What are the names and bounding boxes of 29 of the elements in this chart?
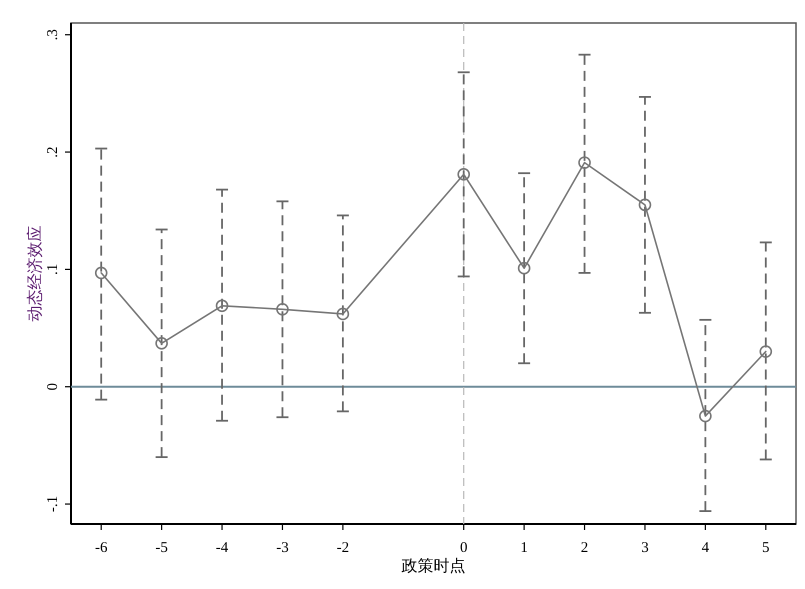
- point: [518, 262, 530, 275]
- x-tick-label: -5: [155, 540, 168, 556]
- x-tick-label: -6: [94, 540, 108, 556]
- x-tick-label: -2: [336, 540, 350, 556]
- x-axis-title: 政策时点: [402, 557, 466, 575]
- x-tick-label: 4: [702, 540, 710, 556]
- point: [759, 345, 772, 358]
- x-tick-label: -4: [216, 540, 229, 556]
- y-tick-label: .1: [45, 264, 61, 276]
- point: [94, 266, 108, 280]
- y-tick-label: .3: [45, 29, 61, 40]
- x-tick-label: 0: [460, 540, 468, 556]
- point: [336, 308, 350, 320]
- x-tick-label: 5: [762, 540, 770, 556]
- x-tick-label: 2: [580, 540, 588, 556]
- point: [699, 410, 712, 422]
- point: [578, 156, 591, 169]
- x-tick-label: 3: [641, 540, 649, 556]
- point: [638, 198, 652, 212]
- x-tick-label: 1: [520, 540, 528, 556]
- point: [155, 337, 168, 350]
- point: [276, 302, 289, 316]
- point: [216, 299, 228, 312]
- point: [457, 168, 470, 181]
- y-tick-label: -.1: [45, 496, 61, 512]
- y-axis-title: 动态经济效应: [26, 226, 44, 322]
- y-tick-label: 0: [45, 382, 61, 390]
- y-tick-label: .2: [45, 146, 61, 158]
- x-tick-label: -3: [276, 540, 289, 556]
